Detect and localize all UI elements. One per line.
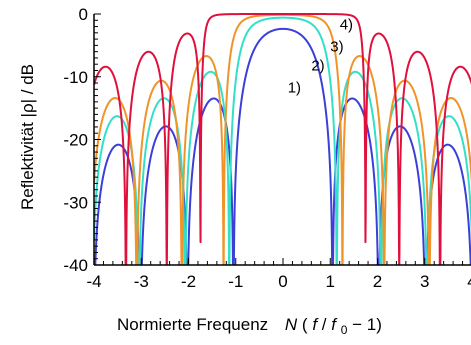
x-axis-formula-rest: − 1) [352, 315, 382, 334]
curve-label-3: 3) [330, 39, 343, 56]
series-line-2 [94, 16, 471, 265]
x-axis-label-text: Normierte Frequenz [117, 315, 268, 334]
tick-labels: 0-10-20-30-40-4-3-2-101234 [63, 5, 471, 291]
x-tick-label: -4 [86, 272, 101, 291]
x-tick-label: 3 [420, 272, 429, 291]
x-tick-label: 2 [373, 272, 382, 291]
y-tick-label: -20 [63, 131, 88, 150]
y-tick-label: -40 [63, 256, 88, 275]
x-axis-formula-f0: f [331, 315, 338, 334]
curve-label-1: 1) [288, 79, 301, 96]
x-tick-label: -1 [228, 272, 243, 291]
x-tick-label: 4 [467, 272, 471, 291]
x-tick-label: -2 [181, 272, 196, 291]
x-tick-label: 0 [278, 272, 287, 291]
series-line-1 [94, 27, 471, 265]
x-axis-label: Normierte Frequenz N ( f / f 0 − 1) [117, 315, 382, 338]
axes [93, 13, 471, 266]
x-axis-formula-n: N [285, 315, 298, 334]
series-curves [94, 13, 471, 265]
y-tick-label: 0 [79, 5, 88, 24]
y-tick-label: -10 [63, 68, 88, 87]
series-line-3 [94, 13, 471, 265]
y-axis-label: Reflektivität |ρ| / dB [18, 64, 37, 210]
x-axis-formula-sub: 0 [341, 323, 348, 337]
x-tick-label: 1 [326, 272, 335, 291]
series-line-4 [94, 13, 471, 265]
x-tick-label: -3 [134, 272, 149, 291]
curve-labels: 1) 2) 3) 4) [288, 17, 353, 97]
x-axis-formula-f: f [312, 315, 319, 334]
x-axis-formula-open: ( [302, 315, 308, 334]
curve-label-2: 2) [311, 57, 324, 74]
x-axis-formula-slash: / [322, 315, 327, 334]
curve-label-4: 4) [340, 17, 353, 34]
y-tick-label: -30 [63, 193, 88, 212]
